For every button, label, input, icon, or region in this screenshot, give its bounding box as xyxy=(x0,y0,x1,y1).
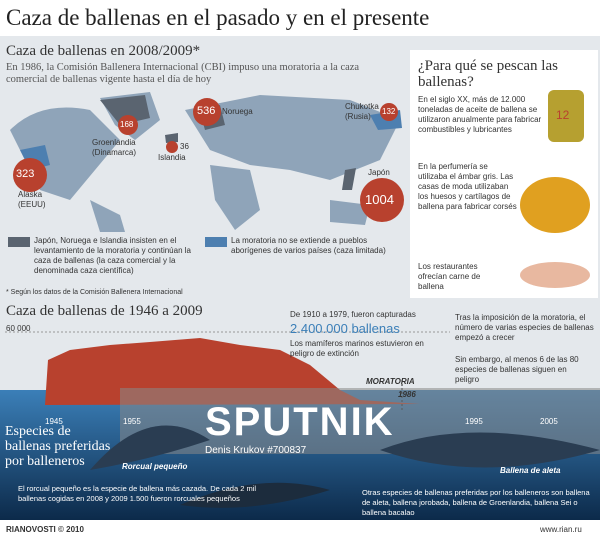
moratoria: MORATORIA xyxy=(366,377,415,386)
legend-text: La moratoria no se extiende a pueblos ab… xyxy=(231,236,386,255)
species-text: El rorcual pequeño es la especie de ball… xyxy=(18,484,257,503)
marker-label: Noruega xyxy=(222,107,253,116)
x-label: 1995 xyxy=(465,417,483,426)
footnote: * Según los datos de la Comisión Ballene… xyxy=(6,289,183,296)
sidebar-item: Los restaurantes ofrecían carne de balle… xyxy=(418,262,481,291)
note: Los mamíferos marinos estuvieron en peli… xyxy=(290,339,424,358)
barrel-label: 12 xyxy=(556,108,570,122)
whale-label: Ballena de aleta xyxy=(500,466,561,475)
note-highlight: 2.400.000 ballenas xyxy=(290,321,400,336)
title-bar xyxy=(0,0,600,36)
marker-label: Alaska (EEUU) xyxy=(18,190,46,209)
sidebar-item: En el siglo XX, más de 12.000 toneladas … xyxy=(418,95,542,134)
watermark-credit: Denis Krukov #700837 xyxy=(205,445,307,456)
x-label: 2005 xyxy=(540,417,558,426)
note: Tras la imposición de la moratoria, el n… xyxy=(455,313,594,342)
section-title: Caza de ballenas de 1946 a 2009 xyxy=(6,303,203,319)
note: Sin embargo, al menos 6 de las 80 especi… xyxy=(455,355,579,384)
marker-value: 536 xyxy=(197,105,216,117)
page-title: Caza de ballenas en el pasado y en el pr… xyxy=(6,5,430,30)
species-text: Otras especies de ballenas preferidas po… xyxy=(362,488,590,517)
x-label: 1955 xyxy=(123,417,141,426)
section-title: Caza de ballenas en 2008/2009* xyxy=(6,43,201,59)
marker-value: 132 xyxy=(382,107,396,116)
y-label: 60 000 xyxy=(6,324,31,333)
note: De 1910 a 1979, fueron capturadas xyxy=(290,310,416,319)
legend-text: Japón, Noruega e Islandia insisten en el… xyxy=(34,236,191,275)
marker-value: 1004 xyxy=(365,192,394,207)
footer-left: RIANOVOSTI © 2010 xyxy=(6,525,84,534)
species-title: Especies de ballenas preferidas por ball… xyxy=(5,424,111,469)
marker-value: 36 xyxy=(180,142,189,151)
sidebar-item: En la perfumería se utilizaba el ámbar g… xyxy=(418,162,517,211)
marker-label: Japón xyxy=(368,168,390,177)
footer-right: www.rian.ru xyxy=(540,525,582,534)
marker-value: 323 xyxy=(16,168,35,180)
marker-label: Groenlandia (Dinamarca) xyxy=(92,138,137,157)
marker-label: Chukotka (Rusia) xyxy=(345,102,379,121)
x-label: 1945 xyxy=(45,417,63,426)
marker-value: 168 xyxy=(120,120,134,129)
intro: En 1986, la Comisión Ballenera Internaci… xyxy=(6,62,360,85)
moratoria-year: 1986 xyxy=(398,390,416,399)
sidebar-title: ¿Para qué se pescan las ballenas? xyxy=(418,58,558,90)
whale-label: Rorcual pequeño xyxy=(122,462,188,471)
watermark: SPUTNIK xyxy=(205,400,395,444)
marker-label: Islandia xyxy=(158,153,186,162)
